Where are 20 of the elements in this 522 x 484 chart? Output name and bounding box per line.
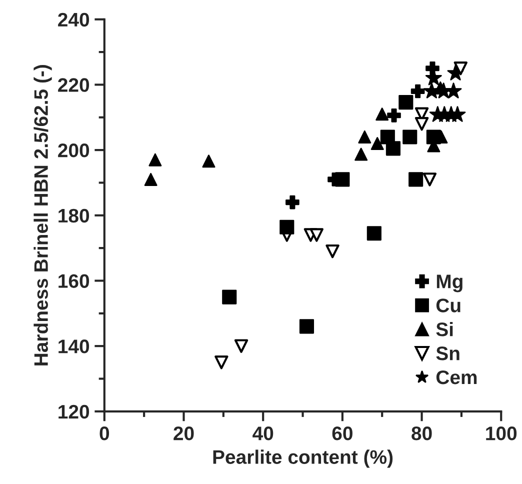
y-tick-label: 240 xyxy=(58,12,90,27)
x-tick-label: 20 xyxy=(174,426,194,440)
y-tick-label: 220 xyxy=(58,78,90,92)
y-axis-title: Hardness Brinell HBN 2.5/62.5 (-) xyxy=(34,65,52,366)
legend-label: Mg xyxy=(436,274,462,292)
y-tick-label: 160 xyxy=(58,274,90,288)
x-tick-label: 40 xyxy=(252,426,274,440)
legend-label: Si xyxy=(436,322,453,336)
y-tick-label: 140 xyxy=(58,340,90,354)
y-tick-label: 200 xyxy=(58,144,90,158)
legend-label: Cem xyxy=(436,370,477,384)
x-tick-label: 80 xyxy=(412,426,432,440)
y-tick-label: 120 xyxy=(58,404,90,419)
x-tick-label: 0 xyxy=(100,426,110,440)
x-tick-label: 60 xyxy=(332,426,352,440)
x-axis-title: Pearlite content (%) xyxy=(213,450,393,468)
legend-label: Cu xyxy=(436,298,460,312)
x-tick-label: 100 xyxy=(486,426,517,440)
legend-label: Sn xyxy=(436,346,460,360)
y-tick-label: 180 xyxy=(58,208,90,223)
